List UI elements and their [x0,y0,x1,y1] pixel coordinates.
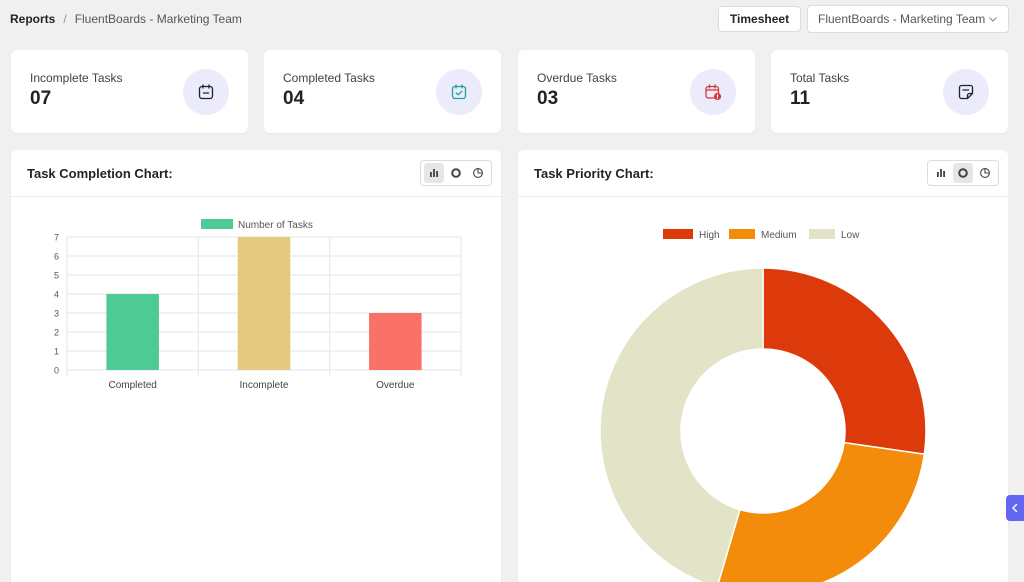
doughnut-slice [717,441,926,582]
legend-swatch [729,229,755,239]
doughnut-chart-view-button[interactable] [446,163,466,183]
stat-card-overdue: Overdue Tasks 03 [518,50,755,133]
panel-divider [11,196,501,197]
breadcrumb-separator: / [63,12,67,26]
y-tick-label: 4 [54,290,59,300]
x-tick-label: Incomplete [240,380,289,391]
y-tick-label: 0 [54,366,59,376]
board-select[interactable]: FluentBoards - Marketing Team [807,5,1009,33]
board-select-value: FluentBoards - Marketing Team [818,12,986,26]
bar [237,237,291,370]
legend-label: Number of Tasks [238,220,313,231]
y-tick-label: 6 [54,252,59,262]
calendar-minus-icon [183,69,229,115]
stat-value: 03 [537,88,559,109]
legend-swatch [201,219,233,229]
stat-label: Total Tasks [790,71,850,85]
stat-card-completed: Completed Tasks 04 [264,50,501,133]
y-tick-label: 5 [54,271,59,281]
stat-value: 07 [30,88,52,109]
chart-legend: High Medium Low [663,229,860,241]
doughnut-chart-view-button[interactable] [953,163,973,183]
stat-card-incomplete: Incomplete Tasks 07 [11,50,248,133]
bar [106,294,159,370]
bar [369,313,422,370]
bar-chart-icon [937,169,945,177]
legend-swatch [809,229,835,239]
bar-chart-view-button[interactable] [931,163,951,183]
doughnut-chart-icon [451,168,461,178]
panel-title: Task Completion Chart: [27,166,173,181]
breadcrumb-root-link[interactable]: Reports [10,12,56,26]
legend-swatch [663,229,693,239]
pie-chart-icon [980,168,990,178]
bar-chart-icon [430,169,438,177]
pie-chart-icon [473,168,483,178]
stat-label: Incomplete Tasks [30,71,123,85]
doughnut-slice [762,267,927,456]
chevron-left-icon [1012,503,1018,513]
sticky-note-icon [943,69,989,115]
task-completion-panel: Task Completion Chart: Number of Tasks 0 1… [11,150,501,582]
stat-label: Completed Tasks [283,71,375,85]
calendar-alert-icon [690,69,736,115]
panel-title: Task Priority Chart: [534,166,654,181]
chart-legend: Number of Tasks [201,219,313,231]
y-tick-label: 1 [54,347,59,357]
legend-label: Low [841,230,860,241]
bar-chart-view-button[interactable] [424,163,444,183]
y-tick-label: 7 [54,233,59,243]
pie-chart-view-button[interactable] [975,163,995,183]
task-priority-doughnut-chart: High Medium Low [599,229,927,582]
y-tick-label: 3 [54,309,59,319]
top-bar: Reports / FluentBoards - Marketing Team … [0,0,1024,38]
panel-divider [518,196,1008,197]
doughnut-chart-icon [958,168,968,178]
stat-value: 11 [790,88,811,109]
task-priority-panel: Task Priority Chart: High Medium Low [518,150,1008,582]
task-completion-bar-chart: Number of Tasks 0 1 2 3 4 5 6 7 Completed Incomple… [54,219,462,391]
stat-card-total: Total Tasks 11 [771,50,1008,133]
chart-view-toggle [927,160,999,186]
doughnut-slice [599,267,764,582]
chart-view-toggle [420,160,492,186]
breadcrumb: Reports / FluentBoards - Marketing Team [10,12,242,26]
x-tick-label: Overdue [376,380,415,391]
pie-chart-view-button[interactable] [468,163,488,183]
legend-label: Medium [761,230,797,241]
legend-label: High [699,230,720,241]
calendar-check-icon [436,69,482,115]
timesheet-button[interactable]: Timesheet [718,6,801,32]
y-tick-label: 2 [54,328,59,338]
breadcrumb-current: FluentBoards - Marketing Team [74,12,242,26]
stat-value: 04 [283,88,305,109]
sidebar-toggle-button[interactable] [1006,495,1024,521]
chevron-down-icon [989,17,997,22]
x-tick-label: Completed [108,380,156,391]
stat-label: Overdue Tasks [537,71,617,85]
